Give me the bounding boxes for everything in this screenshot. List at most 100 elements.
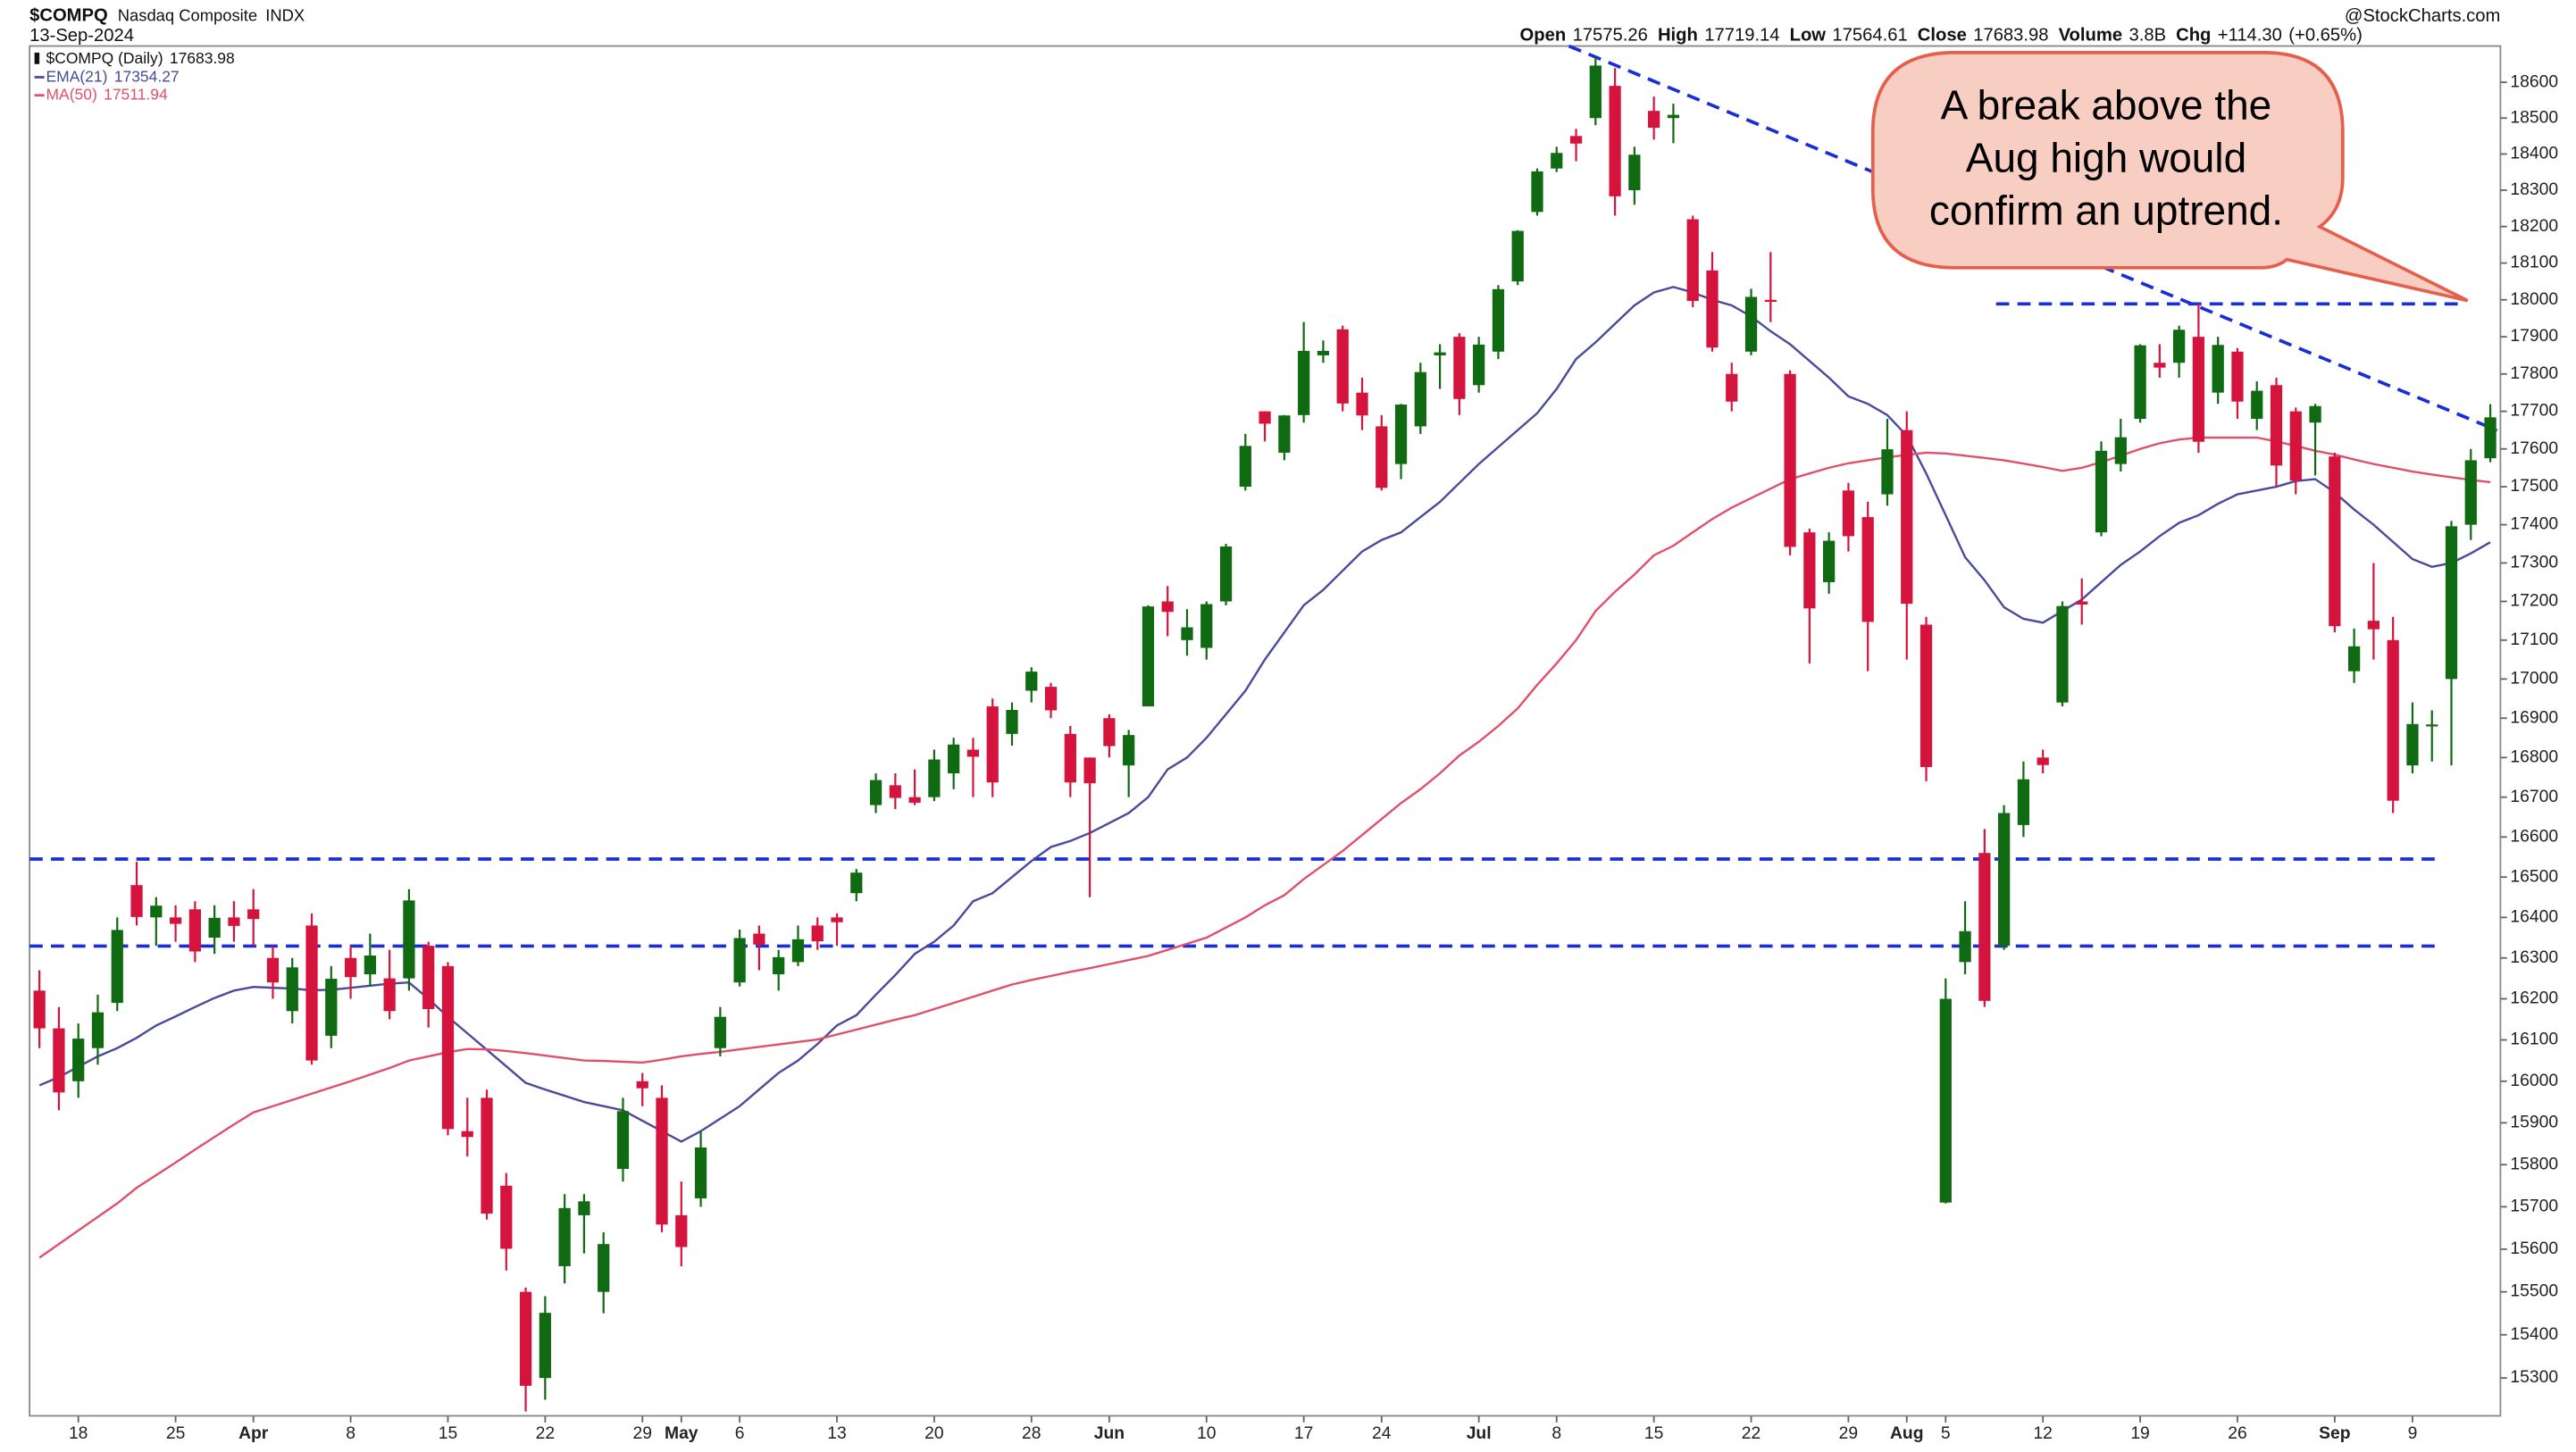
candle-body — [228, 917, 240, 926]
candle-body — [1686, 219, 1699, 302]
candle-body — [1473, 344, 1485, 386]
candle-body — [908, 797, 921, 803]
y-tick-label: 18300 — [2510, 180, 2558, 199]
candle-body — [1959, 930, 1971, 963]
candle-body — [2289, 411, 2302, 481]
y-tick-label: 18000 — [2510, 290, 2558, 309]
candle-body — [2329, 456, 2341, 627]
legend-main: $COMPQ (Daily) 17683.98 — [46, 49, 235, 67]
legend-entry: EMA(21) 17354.27 — [46, 67, 180, 85]
x-tick-label: 22 — [1742, 1424, 1761, 1443]
y-tick-label: 16500 — [2510, 867, 2558, 886]
candle-body — [247, 909, 260, 920]
stat-value: 17719.14 — [1704, 26, 1779, 46]
y-tick-label: 17900 — [2510, 327, 2558, 346]
candle-body — [1531, 171, 1543, 213]
y-tick-label: 18200 — [2510, 217, 2558, 236]
candle-body — [714, 1016, 726, 1048]
stat-value: 17564.61 — [1832, 26, 1907, 46]
candle-body — [1142, 606, 1155, 707]
candle-body — [1083, 757, 1096, 784]
x-tick-label: 17 — [1294, 1424, 1313, 1443]
candle-body — [208, 917, 221, 939]
y-tick-label: 18600 — [2510, 72, 2558, 91]
candle-body — [1064, 733, 1076, 783]
candle-body — [1784, 373, 1796, 547]
candle-body — [1394, 405, 1408, 464]
candle-body — [733, 938, 746, 983]
candle-body — [2270, 385, 2283, 466]
candle-body — [1317, 350, 1330, 355]
x-tick-label: 12 — [2033, 1424, 2052, 1443]
candle-body — [422, 946, 435, 1009]
y-tick-label: 16700 — [2510, 788, 2558, 806]
candle-body — [344, 957, 357, 978]
candle-body — [2037, 757, 2049, 765]
candle-body — [441, 965, 455, 1130]
y-tick-label: 15800 — [2510, 1155, 2558, 1173]
x-tick-label: 29 — [632, 1424, 651, 1443]
x-tick-label: Sep — [2319, 1424, 2350, 1443]
subtitle: Nasdaq Composite — [118, 5, 257, 24]
y-tick-label: 17000 — [2510, 669, 2558, 688]
candle-body — [1298, 350, 1310, 415]
x-tick-label: 15 — [439, 1424, 457, 1443]
candle-body — [1336, 329, 1349, 404]
candle-body — [694, 1147, 707, 1198]
candle-body — [1648, 111, 1660, 129]
x-tick-label: Apr — [238, 1424, 269, 1443]
callout-text: Aug high would — [1966, 134, 2246, 180]
exchange: INDX — [265, 5, 305, 24]
y-tick-label: 16900 — [2510, 708, 2558, 727]
y-tick-label: 17800 — [2510, 364, 2558, 383]
legend: $COMPQ (Daily) 17683.98 EMA(21) 17354.27MA… — [34, 49, 235, 103]
candle-body — [188, 909, 201, 952]
candle-body — [461, 1131, 473, 1138]
y-tick-label: 16600 — [2510, 827, 2558, 846]
x-tick-label: 8 — [346, 1424, 355, 1443]
candle-body — [325, 979, 338, 1036]
candle-body — [791, 939, 805, 963]
stat-label: Volume — [2059, 26, 2123, 46]
x-tick-label: 6 — [735, 1424, 745, 1443]
candle-body — [773, 956, 785, 975]
x-tick-label: 25 — [166, 1424, 185, 1443]
x-tick-label: 18 — [69, 1424, 88, 1443]
candle-body — [1706, 270, 1719, 348]
candle-body — [1161, 601, 1174, 613]
candle-body — [2134, 345, 2146, 420]
candle-body — [1006, 710, 1018, 734]
candle-body — [2484, 417, 2497, 459]
y-tick-label: 15400 — [2510, 1325, 2558, 1344]
y-tick-label: 16800 — [2510, 747, 2558, 766]
y-tick-label: 18400 — [2510, 145, 2558, 163]
candle-body — [150, 905, 163, 918]
candle-body — [753, 933, 765, 945]
candle-body — [928, 759, 941, 797]
candle-body — [1881, 449, 1894, 495]
stat-value: (+0.65%) — [2288, 26, 2363, 46]
y-tick-label: 15500 — [2510, 1282, 2558, 1301]
candle-body — [1511, 230, 1524, 282]
candle-body — [2192, 337, 2205, 442]
y-tick-label: 15700 — [2510, 1197, 2558, 1215]
x-tick-label: 24 — [1372, 1424, 1392, 1443]
x-tick-label: 9 — [2408, 1424, 2418, 1443]
candle-body — [53, 1028, 65, 1093]
candle-body — [500, 1185, 513, 1249]
callout-text: A break above the — [1941, 82, 2272, 129]
candle-body — [1123, 735, 1135, 766]
candle-body — [558, 1207, 571, 1266]
x-tick-label: 19 — [2130, 1424, 2149, 1443]
candle-body — [1628, 154, 1641, 190]
candle-body — [1278, 415, 1291, 453]
candle-body — [578, 1201, 590, 1215]
candle-body — [2309, 405, 2321, 423]
candle-body — [266, 957, 280, 983]
symbol: $COMPQ — [29, 6, 108, 26]
stat-value: 17683.98 — [1973, 26, 2048, 46]
y-tick-label: 17700 — [2510, 402, 2558, 421]
candle-body — [91, 1012, 105, 1048]
